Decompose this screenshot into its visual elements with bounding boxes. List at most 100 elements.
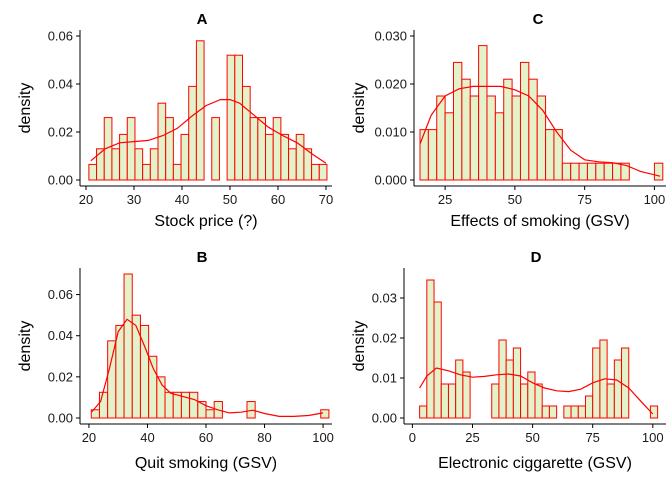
histogram-bar: [318, 163, 328, 181]
y-tick-label: 0.06: [48, 29, 73, 44]
density-curve: [90, 99, 327, 164]
histogram-bar: [486, 95, 496, 181]
y-tick-label: 0.020: [374, 77, 407, 92]
histogram-bar: [534, 383, 543, 419]
y-tick-label: 0.00: [372, 411, 397, 426]
histogram-bar: [211, 117, 220, 181]
histogram-bar: [257, 117, 267, 181]
y-tick-label: 0.06: [48, 287, 73, 302]
x-tick-label: 50: [525, 430, 539, 445]
histogram-bar: [433, 301, 442, 419]
histogram-bar: [123, 273, 133, 419]
panel-b: 20 40 60 80 100 0.00 0.02 0.04 0.06 B Quit smoking…: [17, 249, 334, 472]
histogram-bar: [578, 162, 588, 181]
density-curve: [419, 367, 654, 415]
histogram-bar: [520, 383, 529, 419]
histogram-bar: [164, 391, 174, 419]
histogram-bar: [131, 314, 141, 419]
histogram-bar: [180, 133, 190, 181]
y-axis-title: density: [351, 83, 368, 134]
x-tick-label: 25: [465, 430, 479, 445]
histogram-bar: [444, 112, 454, 181]
histogram-bar: [234, 54, 243, 181]
histogram-bar: [320, 409, 330, 419]
histogram-bar: [561, 162, 572, 181]
histogram-bar: [265, 133, 274, 181]
x-tick-label: 50: [223, 192, 237, 207]
histogram-bar: [205, 409, 215, 419]
histogram-bar: [621, 347, 630, 419]
y-tick-label: 0.03: [372, 291, 397, 306]
histogram-bar: [612, 162, 622, 181]
y-axis-title: density: [351, 321, 368, 372]
histogram-bar: [491, 383, 500, 419]
panel-title: D: [531, 249, 542, 266]
x-tick-label: 75: [577, 192, 591, 207]
histogram-bar: [586, 162, 597, 181]
histogram-bar: [653, 162, 664, 181]
panel-a: 20 30 40 50 60 70 0.00 0.02 0.04 0.06 A Stock price…: [17, 11, 333, 230]
histogram-bar: [419, 405, 428, 419]
y-tick-label: 0.000: [374, 173, 407, 188]
histogram-bar: [189, 391, 199, 419]
histogram-bar: [440, 383, 449, 419]
y-tick-label: 0.04: [48, 328, 73, 343]
histogram-bar: [295, 133, 305, 181]
histogram-bar: [165, 117, 174, 181]
histogram-bar: [115, 324, 125, 419]
histogram-bar: [563, 405, 572, 419]
x-axis-title: Electronic ciggarette (GSV): [438, 455, 632, 472]
histogram-bar: [157, 102, 167, 181]
histogram-bar: [545, 129, 555, 181]
x-tick-label: 100: [644, 192, 666, 207]
histogram-bar: [142, 163, 151, 181]
density-curve: [91, 318, 324, 417]
histogram-bar: [577, 405, 586, 419]
histogram-bar: [280, 133, 290, 181]
x-tick-label: 100: [642, 430, 664, 445]
histogram-bar: [528, 78, 538, 181]
y-tick-label: 0.00: [48, 173, 73, 188]
histogram-bar: [512, 347, 522, 419]
histogram-bar: [469, 95, 480, 181]
histogram-bar: [188, 85, 197, 181]
y-tick-label: 0.010: [374, 125, 407, 140]
histogram-bar: [149, 148, 159, 181]
histogram-bar: [419, 129, 429, 181]
histogram-bar: [553, 129, 563, 181]
panel-title: C: [533, 11, 544, 28]
x-tick-label: 60: [271, 192, 285, 207]
histogram-bar: [119, 133, 128, 181]
histogram-bar: [111, 148, 121, 181]
x-axis-title: Stock price (?): [154, 213, 257, 230]
panel-c: 25 50 75 100 0.000 0.010 0.020 0.030 C Effects of…: [351, 11, 666, 230]
histogram-bar: [570, 405, 579, 419]
panel-title: B: [197, 249, 208, 266]
histogram-bar: [447, 383, 457, 419]
histogram-bar: [249, 117, 259, 181]
x-tick-label: 20: [79, 192, 93, 207]
histogram-bar: [603, 162, 614, 181]
histogram-bar: [620, 162, 630, 181]
x-tick-label: 0: [409, 430, 416, 445]
histogram-bar: [462, 371, 471, 419]
histogram-bar: [98, 391, 109, 419]
x-tick-label: 80: [257, 430, 271, 445]
x-tick-label: 75: [585, 430, 599, 445]
x-tick-label: 40: [175, 192, 189, 207]
histogram-bar: [288, 148, 297, 181]
y-tick-label: 0.02: [372, 331, 397, 346]
histogram-bar: [570, 162, 580, 181]
histogram-bar: [436, 95, 446, 181]
x-tick-label: 40: [140, 430, 154, 445]
histogram-bar: [478, 45, 488, 181]
y-axis-title: density: [17, 83, 34, 134]
y-axis-title: density: [17, 321, 34, 372]
panel-title: A: [197, 11, 208, 28]
x-tick-label: 100: [312, 430, 334, 445]
histogram-bar: [494, 112, 505, 181]
density-curve: [419, 85, 661, 177]
panel-d: 0 25 50 75 100 0.00 0.01 0.02 0.03 D Electronic ci…: [351, 249, 666, 472]
histogram-bar: [134, 148, 144, 181]
